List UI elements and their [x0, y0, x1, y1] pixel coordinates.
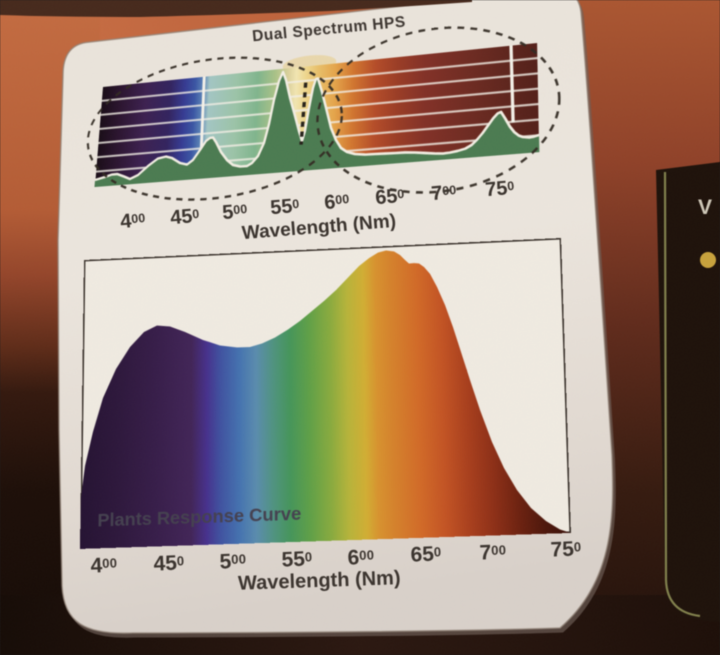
svg-text:V: V	[698, 196, 712, 219]
